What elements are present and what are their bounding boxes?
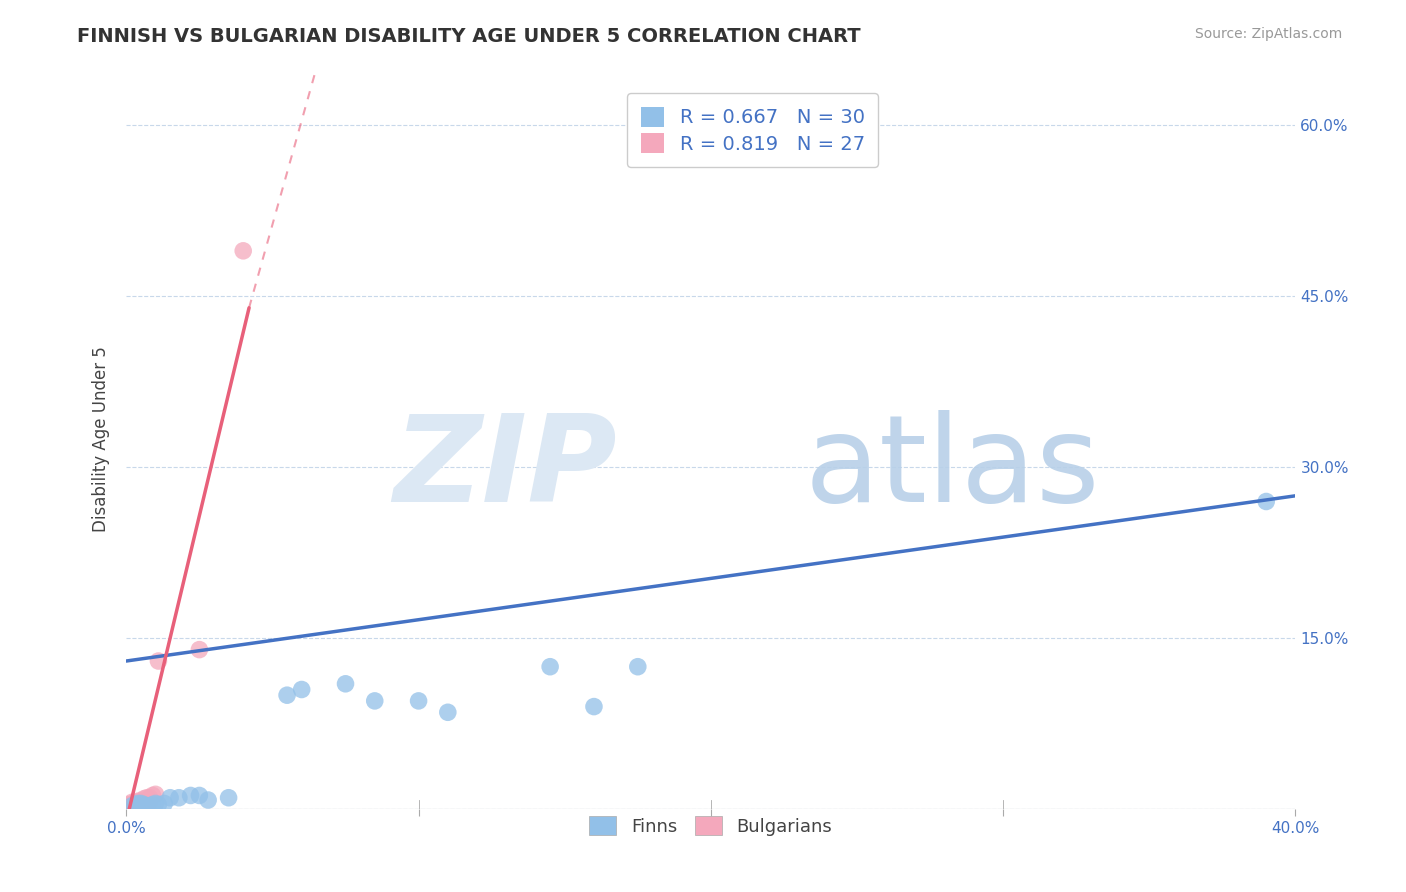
Point [132, 797, 155, 811]
Point [129, 797, 152, 812]
Point [118, 798, 141, 813]
Point [197, 793, 219, 807]
Point [145, 787, 167, 801]
Point [188, 789, 211, 803]
Point [167, 790, 190, 805]
Point [129, 797, 152, 811]
Point [127, 797, 149, 811]
Point [121, 798, 143, 813]
Point [138, 790, 160, 805]
Point [135, 798, 157, 813]
Point [364, 694, 387, 708]
Point [148, 797, 170, 812]
Point [121, 800, 143, 814]
Point [129, 794, 152, 808]
Point [132, 797, 155, 812]
Point [232, 244, 254, 258]
Point [142, 789, 165, 803]
Point [142, 797, 165, 812]
Point [124, 797, 146, 812]
Point [118, 797, 141, 812]
Point [127, 797, 149, 811]
Point [138, 798, 160, 813]
Point [437, 706, 460, 720]
Point [148, 654, 170, 668]
Point [335, 677, 357, 691]
Point [127, 798, 149, 813]
Point [218, 790, 240, 805]
Text: atlas: atlas [804, 410, 1099, 527]
Point [121, 798, 143, 813]
Point [127, 794, 149, 808]
Text: Source: ZipAtlas.com: Source: ZipAtlas.com [1195, 27, 1343, 41]
Point [145, 797, 167, 811]
Point [408, 694, 430, 708]
Legend: Finns, Bulgarians: Finns, Bulgarians [581, 807, 841, 845]
Y-axis label: Disability Age Under 5: Disability Age Under 5 [93, 346, 110, 532]
Point [124, 797, 146, 812]
Point [276, 688, 298, 702]
Text: FINNISH VS BULGARIAN DISABILITY AGE UNDER 5 CORRELATION CHART: FINNISH VS BULGARIAN DISABILITY AGE UNDE… [77, 27, 860, 45]
Point [159, 790, 181, 805]
Point [124, 795, 146, 809]
Point [582, 699, 605, 714]
Point [135, 790, 157, 805]
Point [138, 795, 160, 809]
Point [129, 797, 152, 811]
Point [135, 794, 157, 808]
Point [627, 659, 650, 673]
Point [538, 659, 561, 673]
Text: ZIP: ZIP [394, 410, 617, 527]
Point [135, 794, 157, 808]
Point [127, 798, 149, 813]
Point [188, 642, 211, 657]
Point [132, 792, 155, 806]
Point [291, 682, 314, 697]
Point [132, 795, 155, 809]
Point [180, 789, 202, 803]
Point [121, 795, 143, 809]
Point [1256, 494, 1278, 508]
Point [129, 800, 152, 814]
Point [124, 798, 146, 813]
Point [124, 800, 146, 814]
Point [153, 797, 176, 811]
